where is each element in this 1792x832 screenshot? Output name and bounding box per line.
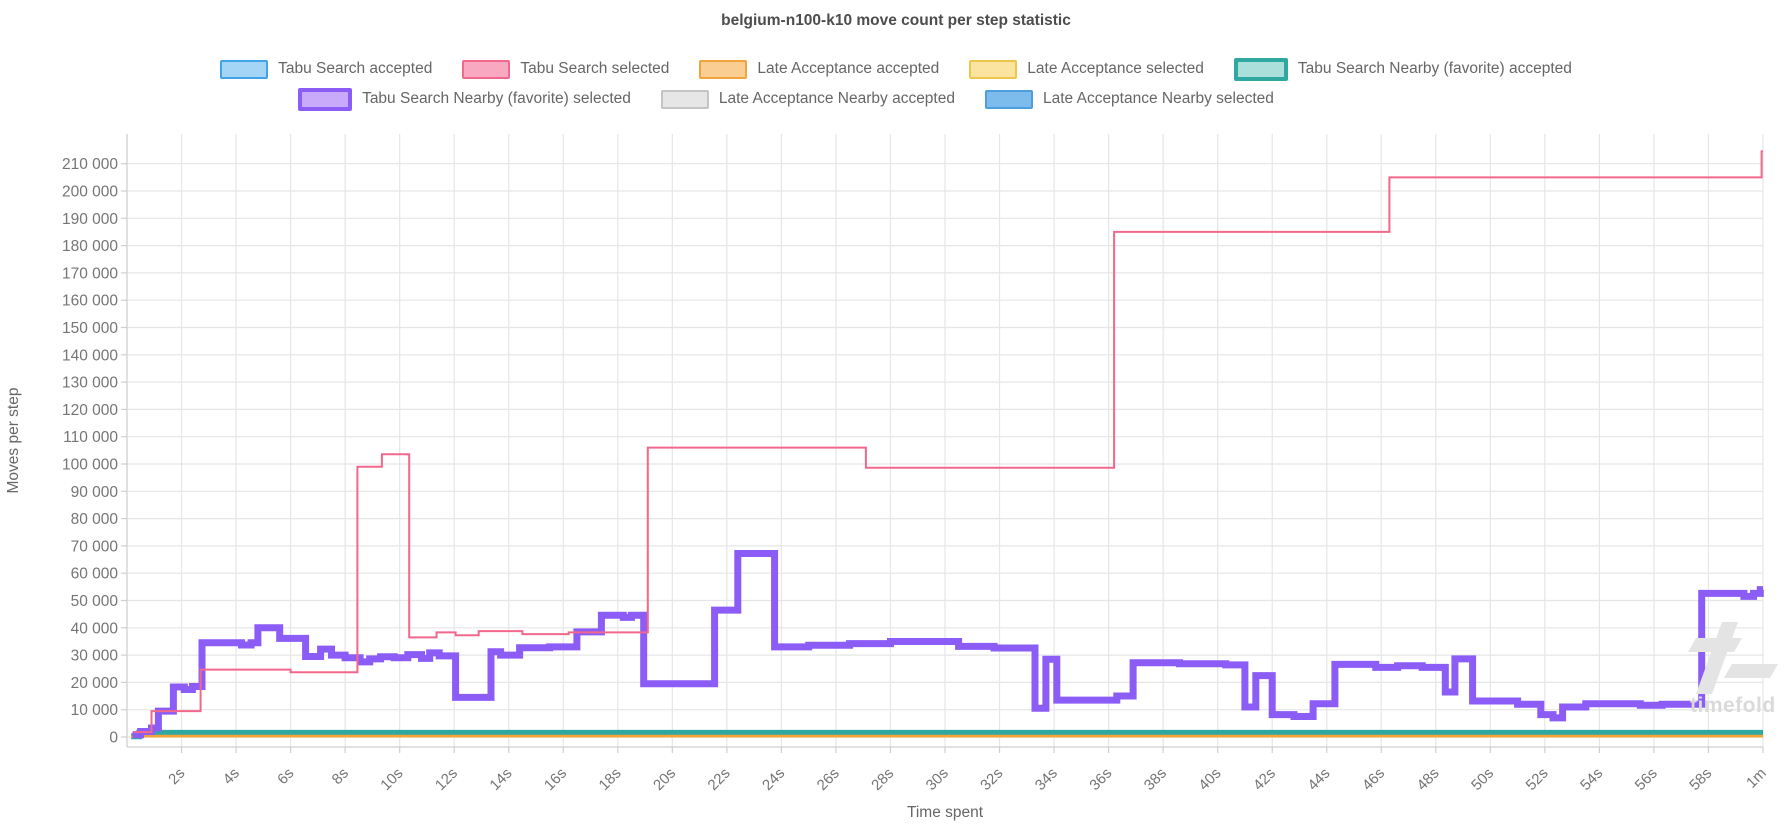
legend-label: Tabu Search Nearby (favorite) accepted — [1297, 60, 1572, 77]
legend-label: Late Acceptance accepted — [757, 60, 940, 77]
x-tick-label: 12s — [432, 765, 461, 794]
x-tick-label: 1m — [1743, 765, 1770, 792]
y-tick-label: 140 000 — [62, 347, 118, 364]
x-tick-label: 52s — [1523, 765, 1552, 794]
x-tick-label: 20s — [650, 765, 679, 794]
legend-swatch — [969, 59, 1018, 79]
series-line-late-acceptance-accepted — [131, 734, 1763, 738]
legend-label: Late Acceptance Nearby accepted — [718, 90, 955, 107]
y-tick-label: 110 000 — [63, 429, 118, 446]
x-tick-label: 14s — [486, 765, 515, 794]
x-tick-label: 4s — [220, 765, 243, 788]
y-tick-label: 200 000 — [62, 184, 118, 201]
legend-item-tabu-search-nearby-favorite-accepted[interactable]: Tabu Search Nearby (favorite) accepted — [1233, 57, 1572, 81]
x-tick-label: 34s — [1032, 765, 1061, 794]
legend-swatch — [298, 87, 353, 111]
legend-label: Tabu Search Nearby (favorite) selected — [362, 90, 631, 107]
legend-item-late-acceptance-accepted[interactable]: Late Acceptance accepted — [699, 59, 940, 79]
y-tick-label: 40 000 — [71, 620, 119, 637]
series-line-tabu-search-nearby-favorite-selected — [132, 550, 1764, 739]
x-tick-label: 10s — [377, 765, 406, 794]
y-tick-label: 60 000 — [71, 566, 119, 583]
x-tick-label: 32s — [977, 765, 1006, 794]
x-tick-label: 58s — [1686, 765, 1715, 794]
x-tick-label: 6s — [274, 765, 297, 788]
y-tick-label: 0 — [109, 730, 118, 747]
x-tick-label: 48s — [1414, 765, 1443, 794]
y-tick-label: 190 000 — [62, 211, 118, 228]
x-tick-label: 26s — [814, 765, 843, 794]
legend-swatch — [1233, 57, 1288, 81]
legend-row-2: Tabu Search Nearby (favorite) selected La… — [0, 84, 1682, 114]
legend-swatch — [462, 59, 511, 79]
y-tick-label: 10 000 — [71, 702, 119, 719]
x-axis-title: Time spent — [907, 804, 984, 821]
y-tick-label: 130 000 — [62, 375, 118, 392]
x-tick-label: 44s — [1304, 765, 1333, 794]
legend-item-late-acceptance-nearby-accepted[interactable]: Late Acceptance Nearby accepted — [660, 89, 955, 109]
x-tick-label: 22s — [705, 765, 734, 794]
chart-title: belgium-n100-k10 move count per step sta… — [721, 12, 1071, 29]
y-tick-label: 50 000 — [71, 593, 119, 610]
chart-legend: Tabu Search accepted Tabu Search selected… — [0, 54, 1792, 114]
x-tick-label: 46s — [1359, 765, 1388, 794]
y-tick-label: 30 000 — [71, 648, 119, 665]
legend-label: Tabu Search accepted — [278, 60, 433, 77]
x-tick-label: 18s — [596, 765, 625, 794]
x-tick-label: 16s — [541, 765, 570, 794]
x-tick-label: 38s — [1141, 765, 1170, 794]
legend-swatch — [660, 89, 709, 109]
legend-item-tabu-search-selected[interactable]: Tabu Search selected — [462, 59, 670, 79]
legend-item-tabu-search-nearby-favorite-selected[interactable]: Tabu Search Nearby (favorite) selected — [298, 87, 631, 111]
x-tick-label: 2s — [165, 765, 188, 788]
y-tick-label: 150 000 — [62, 320, 118, 337]
legend-swatch — [220, 59, 269, 79]
legend-row-1: Tabu Search accepted Tabu Search selected… — [0, 54, 1792, 84]
legend-label: Tabu Search selected — [520, 60, 670, 77]
y-tick-label: 100 000 — [62, 457, 118, 474]
legend-label: Late Acceptance selected — [1027, 60, 1204, 77]
series-line-tabu-search-selected — [133, 150, 1763, 734]
x-tick-label: 50s — [1468, 765, 1497, 794]
legend-swatch — [699, 59, 748, 79]
x-tick-label: 36s — [1086, 765, 1115, 794]
y-tick-label: 170 000 — [62, 265, 118, 282]
y-axis-title: Moves per step — [5, 388, 22, 494]
y-tick-label: 120 000 — [62, 402, 118, 419]
x-tick-label: 30s — [923, 765, 952, 794]
x-tick-label: 54s — [1577, 765, 1606, 794]
x-tick-label: 40s — [1195, 765, 1224, 794]
x-tick-label: 42s — [1250, 765, 1279, 794]
y-tick-label: 210 000 — [62, 156, 118, 173]
x-tick-label: 56s — [1632, 765, 1661, 794]
legend-item-late-acceptance-selected[interactable]: Late Acceptance selected — [969, 59, 1204, 79]
y-tick-label: 90 000 — [71, 484, 119, 501]
legend-label: Late Acceptance Nearby selected — [1042, 90, 1274, 107]
legend-item-late-acceptance-nearby-selected[interactable]: Late Acceptance Nearby selected — [984, 89, 1274, 109]
legend-item-tabu-search-accepted[interactable]: Tabu Search accepted — [220, 59, 433, 79]
y-tick-label: 180 000 — [62, 238, 118, 255]
x-tick-label: 8s — [329, 765, 352, 788]
y-tick-label: 80 000 — [71, 511, 119, 528]
legend-swatch — [984, 89, 1033, 109]
y-tick-label: 70 000 — [71, 538, 119, 555]
y-tick-label: 20 000 — [71, 675, 119, 692]
x-tick-label: 28s — [868, 765, 897, 794]
x-tick-label: 24s — [759, 765, 788, 794]
y-tick-label: 160 000 — [62, 293, 118, 310]
